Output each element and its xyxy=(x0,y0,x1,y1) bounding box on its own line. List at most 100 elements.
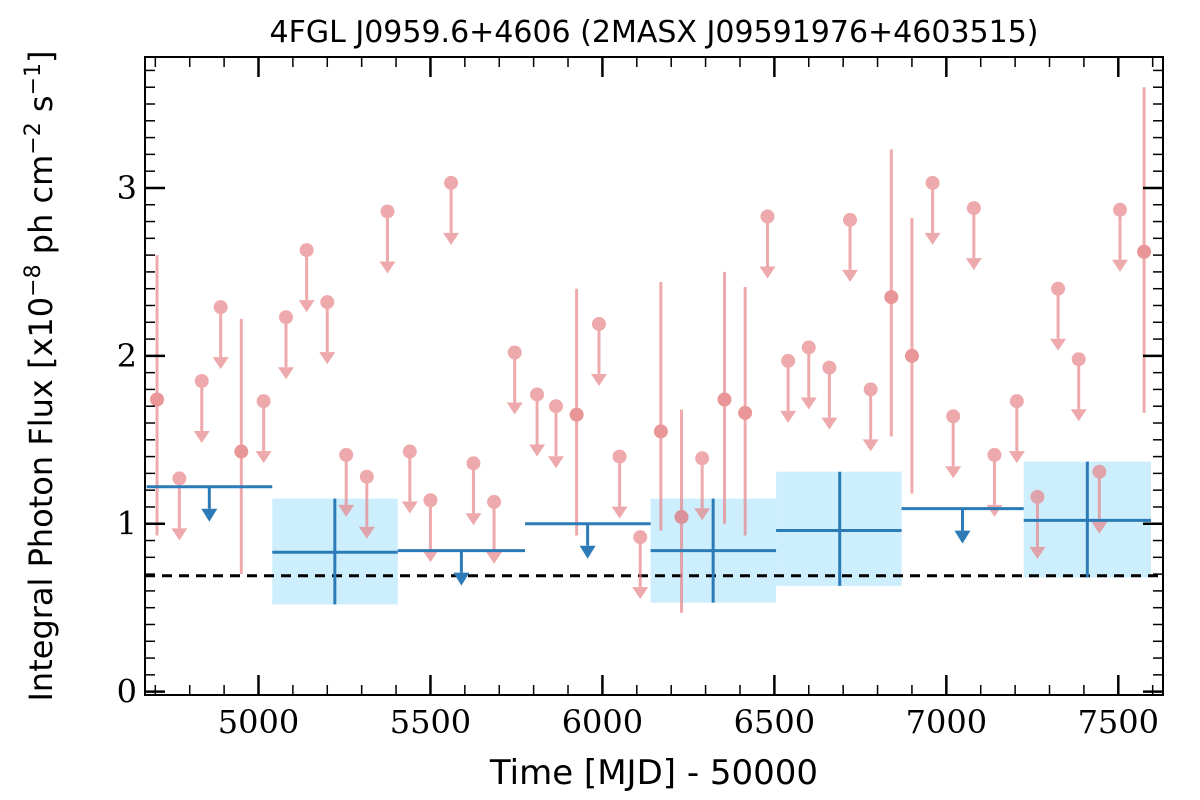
y-axis-label-exp1: −8 xyxy=(21,264,46,296)
y-axis-label-prefix: Integral Photon Flux [x10 xyxy=(22,297,60,702)
short-bin-point xyxy=(884,290,899,305)
short-bin-detection xyxy=(234,318,249,575)
long-bin-detection xyxy=(776,471,902,586)
upper-limit-arrow xyxy=(401,501,418,514)
short-bin-upper-limit xyxy=(319,295,336,365)
short-bin-upper-limit xyxy=(547,399,564,469)
upper-limit-marker xyxy=(1092,464,1107,479)
short-bin-detection xyxy=(653,281,668,531)
short-bin-detection xyxy=(569,288,584,536)
upper-limit-arrow xyxy=(1091,521,1108,534)
y-axis-label-s: s xyxy=(22,95,60,122)
short-bin-upper-limit xyxy=(1070,352,1087,422)
upper-limit-arrow xyxy=(319,352,336,365)
long-bin-detection xyxy=(272,498,398,605)
upper-limit-arrow xyxy=(924,232,941,245)
short-bin-upper-limit xyxy=(590,316,607,386)
upper-limit-arrow xyxy=(298,300,315,313)
upper-limit-arrow xyxy=(1008,451,1025,464)
upper-limit-arrow xyxy=(506,402,523,415)
upper-limit-arrow xyxy=(1112,259,1129,272)
short-bin-upper-limit xyxy=(1091,464,1108,534)
upper-limit-arrow xyxy=(547,456,564,469)
upper-limit-marker xyxy=(1071,352,1086,367)
short-bin-point xyxy=(569,407,584,422)
short-bin-upper-limit xyxy=(212,300,229,370)
short-bin-detection xyxy=(738,287,753,536)
x-tick-label: 6500 xyxy=(734,703,815,741)
upper-limit-arrow xyxy=(278,367,295,380)
y-tick-label: 2 xyxy=(117,337,137,375)
short-bin-upper-limit xyxy=(529,387,546,457)
x-tick-label: 5500 xyxy=(390,703,471,741)
short-bin-detection xyxy=(1137,87,1152,413)
x-tick-label: 7500 xyxy=(1078,703,1159,741)
short-bin-detection xyxy=(717,271,732,524)
upper-limit-marker xyxy=(612,449,627,464)
chart-title: 4FGL J0959.6+4606 (2MASX J09591976+46035… xyxy=(270,15,1039,50)
upper-limit-marker xyxy=(801,340,816,355)
short-bin-upper-limit xyxy=(358,469,375,539)
upper-limit-marker xyxy=(781,353,796,368)
upper-limit-marker xyxy=(487,494,502,509)
y-axis-label-exp3: −1 xyxy=(21,63,46,95)
short-bin-point xyxy=(674,510,689,525)
short-bin-upper-limit xyxy=(924,175,941,245)
upper-limit-marker xyxy=(466,456,481,471)
short-bin-upper-limit xyxy=(694,451,711,521)
short-bin-upper-limit xyxy=(965,201,982,271)
short-bin-detection xyxy=(884,149,899,437)
upper-limit-marker xyxy=(1113,202,1128,217)
short-bin-detection xyxy=(150,255,165,536)
short-bin-upper-limit xyxy=(255,394,272,464)
upper-limit-arrow xyxy=(193,431,210,444)
short-bin-upper-limit xyxy=(945,409,962,479)
short-bin-upper-limit xyxy=(821,360,838,430)
upper-limit-marker xyxy=(822,360,837,375)
short-bin-upper-limit xyxy=(800,340,817,410)
y-tick-label: 3 xyxy=(117,169,137,207)
short-bin-upper-limit xyxy=(193,374,210,444)
axis-ticks: 5000 5500 6000 6500 7000 7500 0 1 2 3 xyxy=(117,57,1163,741)
y-tick-label: 1 xyxy=(117,505,137,543)
upper-limit-arrow xyxy=(486,551,503,564)
upper-limit-marker xyxy=(339,447,354,462)
x-tick-label: 7000 xyxy=(906,703,987,741)
short-bin-upper-limit xyxy=(842,212,859,282)
error-band-layer xyxy=(272,461,1151,605)
x-tick-label: 5000 xyxy=(218,703,299,741)
upper-limit-marker xyxy=(1030,489,1045,504)
short-bin-point xyxy=(150,392,165,407)
x-axis-label: Time [MJD] - 50000 xyxy=(489,753,818,793)
short-bin-upper-limit xyxy=(401,444,418,514)
short-bin-upper-limit xyxy=(611,449,628,519)
upper-limit-marker xyxy=(172,471,187,486)
upper-limit-arrow xyxy=(965,258,982,271)
short-bin-detection xyxy=(904,218,919,494)
upper-limit-marker xyxy=(591,316,606,331)
short-bin-upper-limit xyxy=(862,382,879,452)
upper-limit-arrow xyxy=(255,451,272,464)
upper-limit-arrow xyxy=(800,397,817,410)
upper-limit-marker xyxy=(194,374,209,389)
short-bin-upper-limit xyxy=(632,530,649,600)
short-bin-upper-limit xyxy=(171,471,188,541)
long-bin-limit-arrow xyxy=(453,572,470,586)
short-bin-upper-limit xyxy=(486,494,503,564)
upper-limit-arrow xyxy=(358,526,375,539)
plot-frame xyxy=(144,56,1164,696)
upper-limit-marker xyxy=(256,394,271,409)
upper-limit-marker xyxy=(507,345,522,360)
long-bin-detection xyxy=(1023,461,1151,578)
y-axis-label: Integral Photon Flux [x10−8 ph cm−2 s−1] xyxy=(21,51,61,702)
upper-limit-arrow xyxy=(171,528,188,541)
short-bin-upper-limit xyxy=(1008,394,1025,464)
short-bin-upper-limit xyxy=(759,209,776,279)
upper-limit-arrow xyxy=(465,513,482,526)
upper-limit-marker xyxy=(925,175,940,190)
short-bin-upper-limit xyxy=(379,204,396,274)
upper-limit-marker xyxy=(359,469,374,484)
upper-limit-arrow xyxy=(422,550,439,563)
long-bin-upper-limit xyxy=(146,485,273,522)
